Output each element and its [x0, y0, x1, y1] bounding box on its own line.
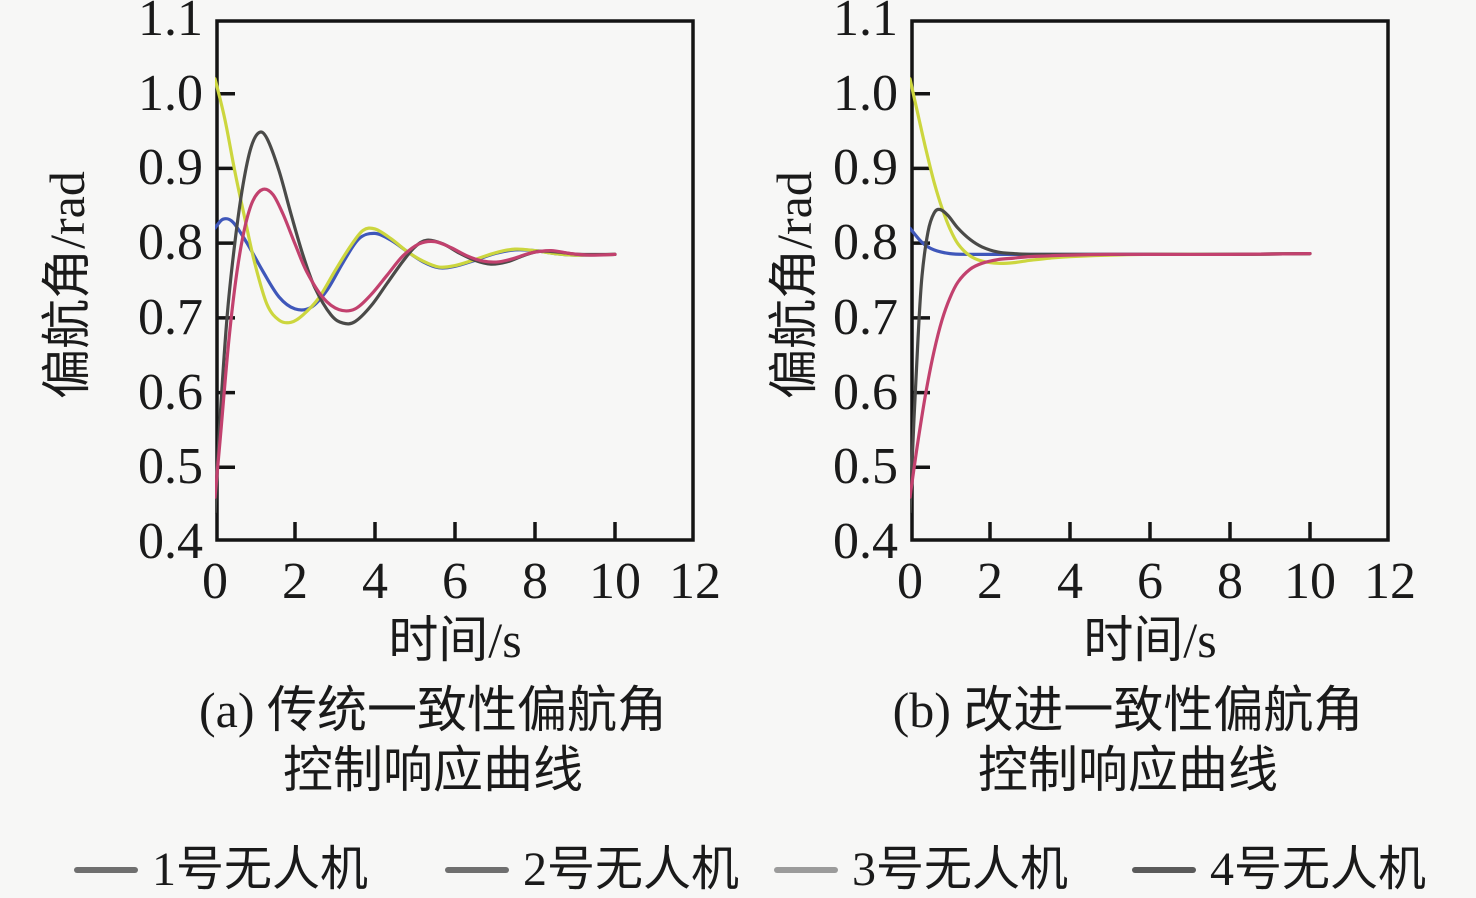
y-tick-label: 0.4: [833, 513, 898, 570]
y-tick-label: 0.8: [833, 214, 898, 272]
legend-label: 2号无人机: [523, 843, 740, 896]
chart-caption-line2: 控制响应曲线: [978, 742, 1278, 798]
y-tick-label: 0.5: [833, 438, 898, 496]
x-tick-label: 6: [1137, 553, 1163, 610]
y-tick-label: 0.5: [138, 438, 203, 496]
plot-area: [215, 19, 695, 542]
y-tick-label: 1.0: [833, 64, 898, 122]
series-uav2-line: [215, 77, 617, 325]
legend-swatch-line: [74, 867, 138, 873]
y-tick-label: 0.8: [138, 214, 203, 272]
x-tick-label: 2: [282, 553, 308, 610]
plot-area: [910, 19, 1390, 542]
x-tick-label: 0: [897, 553, 923, 610]
y-tick-label: 0.9: [833, 139, 898, 197]
x-tick-label: 4: [1057, 553, 1083, 610]
legend-item: 1号无人机: [74, 840, 368, 898]
legend-item: 2号无人机: [445, 840, 739, 898]
x-tick-label: 8: [1217, 553, 1243, 610]
y-tick-label: 0.4: [138, 513, 203, 570]
y-tick-label: 1.1: [833, 0, 898, 47]
series-uav3-line: [910, 252, 1312, 499]
y-tick-label: 1.0: [138, 64, 203, 122]
plot-border: [215, 19, 695, 542]
legend-label: 1号无人机: [152, 843, 369, 896]
legend-item: 4号无人机: [1132, 840, 1426, 898]
x-tick-label: 0: [202, 553, 228, 610]
x-tick-label: 2: [977, 553, 1003, 610]
chart-caption-line1: (b) 改进一致性偏航角: [892, 682, 1364, 738]
legend-swatch-line: [445, 867, 509, 873]
y-tick-label: 0.6: [138, 363, 203, 421]
x-tick-label: 4: [362, 553, 388, 610]
y-tick-label: 0.6: [833, 363, 898, 421]
y-tick-label: 0.7: [138, 288, 203, 346]
plot-border: [910, 19, 1390, 542]
x-axis-title: 时间/s: [1083, 612, 1217, 668]
y-tick-label: 1.1: [138, 0, 203, 47]
x-tick-label: 10: [589, 553, 641, 610]
legend-swatch-line: [1132, 867, 1196, 873]
legend-swatch-line: [774, 867, 838, 873]
y-tick-label: 0.9: [138, 139, 203, 197]
legend-item: 3号无人机: [774, 840, 1068, 898]
y-tick-label: 0.7: [833, 288, 898, 346]
chart-caption-line2: 控制响应曲线: [283, 742, 583, 798]
x-tick-label: 6: [442, 553, 468, 610]
x-tick-label: 12: [1364, 553, 1416, 610]
x-tick-label: 10: [1284, 553, 1336, 610]
legend-label: 4号无人机: [1210, 843, 1427, 896]
x-axis-title: 时间/s: [388, 612, 522, 668]
x-tick-label: 12: [669, 553, 721, 610]
series-uav3-line: [215, 187, 617, 499]
x-tick-label: 8: [522, 553, 548, 610]
chart-caption-line1: (a) 传统一致性偏航角: [199, 682, 667, 738]
legend-label: 3号无人机: [852, 843, 1069, 896]
